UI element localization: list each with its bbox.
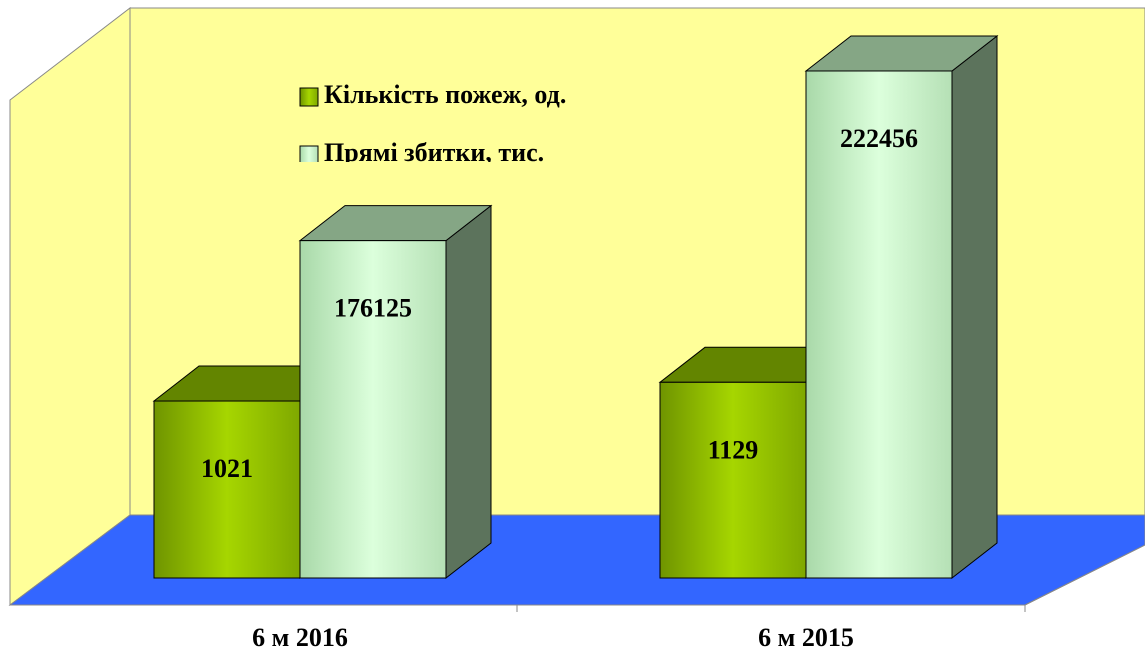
legend-label: Прямі збитки, тис. xyxy=(324,138,544,167)
legend-item: Кількість пожеж, од. xyxy=(299,80,566,109)
legend: Кількість пожеж, од. Прямі збитки, тис. xyxy=(299,80,566,167)
value-label: 176125 xyxy=(334,294,412,323)
legend-swatch xyxy=(299,87,319,107)
bar-side xyxy=(445,204,492,580)
value-label: 1021 xyxy=(201,454,253,483)
x-tick-label: 6 м 2016 xyxy=(252,623,348,652)
bar xyxy=(804,34,999,580)
bar-side xyxy=(951,34,998,580)
legend-label: Кількість пожеж, од. xyxy=(324,80,566,109)
bar-front xyxy=(659,381,807,579)
value-label: 222456 xyxy=(840,124,918,153)
legend-item: Прямі збитки, тис. xyxy=(299,138,544,167)
legend-swatch xyxy=(299,145,319,162)
side-wall xyxy=(9,6,131,606)
bar-front xyxy=(299,240,447,579)
bar-front xyxy=(805,70,953,579)
bar xyxy=(298,204,493,580)
bar-front xyxy=(153,400,301,579)
value-label: 1129 xyxy=(708,435,759,464)
x-tick-label: 6 м 2015 xyxy=(758,623,854,652)
